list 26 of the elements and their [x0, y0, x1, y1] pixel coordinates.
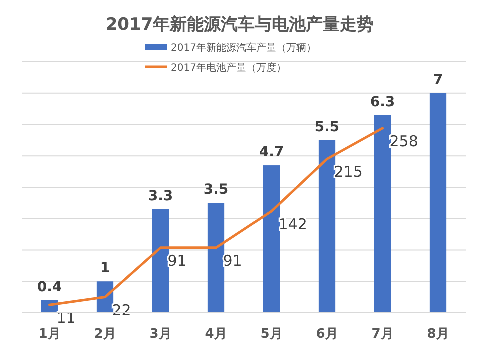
x-tick-label: 1月 — [38, 327, 61, 342]
data-label: 142 — [278, 215, 308, 234]
bar — [374, 115, 392, 313]
bar — [208, 203, 225, 313]
data-label: 0.4 — [37, 279, 62, 296]
x-tick-label: 4月 — [205, 327, 228, 342]
data-label: 5.5 — [314, 119, 340, 136]
data-label: 7 — [433, 72, 444, 88]
x-tick-label: 8月 — [427, 327, 450, 342]
x-tick-label: 6月 — [316, 327, 338, 342]
data-label: 1 — [100, 260, 110, 277]
legend-label: 2017年电池产量（万度） — [171, 62, 286, 74]
x-tick-label: 5月 — [260, 327, 283, 342]
data-label: 3.5 — [204, 182, 229, 198]
bar — [318, 140, 336, 313]
x-tick-label: 7月 — [372, 327, 394, 342]
data-label: 4.7 — [259, 144, 284, 161]
x-tick-label: 3月 — [150, 327, 172, 342]
chart-title: 2017年新能源汽车与电池产量走势 — [106, 15, 374, 35]
bar — [263, 166, 280, 313]
data-label: 3.3 — [148, 188, 174, 204]
bar — [430, 93, 447, 313]
x-tick-label: 2月 — [94, 327, 116, 342]
data-label: 6.3 — [370, 94, 396, 110]
bar — [152, 209, 170, 313]
legend-label: 2017年新能源汽车产量（万辆） — [171, 42, 316, 54]
